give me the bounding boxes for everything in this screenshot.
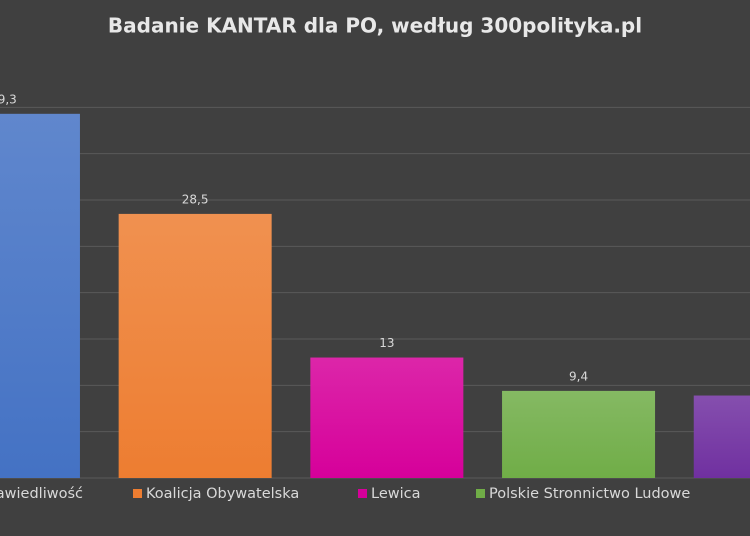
legend-swatch	[358, 489, 367, 498]
bar	[310, 357, 464, 478]
data-label: 9,4	[569, 369, 588, 383]
legend-swatch	[476, 489, 485, 498]
bar	[502, 390, 656, 478]
data-label: 13	[379, 336, 394, 350]
data-label: 39,3	[0, 92, 17, 106]
legend-label: Polskie Stronnictwo Ludowe	[489, 486, 690, 502]
bar	[0, 113, 80, 478]
legend-label: Lewica	[371, 486, 421, 502]
bar	[693, 395, 750, 478]
data-label: 28,5	[182, 192, 209, 206]
legend-label: Koalicja Obywatelska	[146, 486, 299, 502]
legend-label: Prawo i Sprawiedliwość	[0, 486, 83, 502]
chart-title: Badanie KANTAR dla PO, według 300polityk…	[108, 14, 642, 38]
legend-swatch	[133, 489, 142, 498]
bar	[118, 213, 272, 478]
